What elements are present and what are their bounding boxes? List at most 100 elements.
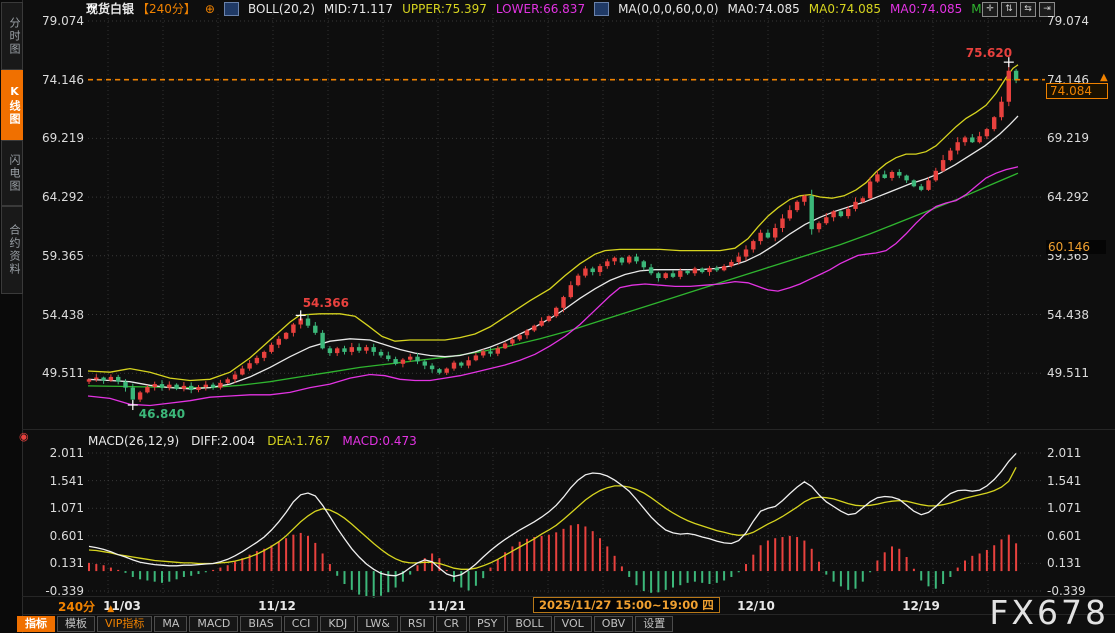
toolbar-button-模板[interactable]: 模板 bbox=[57, 616, 95, 632]
candle bbox=[612, 258, 616, 262]
window-tool-icons: ✛ ⇅ ⇆ ⇥ bbox=[982, 2, 1055, 17]
candle bbox=[1007, 71, 1011, 102]
x-axis-date-label: 12/19 bbox=[902, 599, 940, 613]
chart-app: 分时图 K线图 闪电图 合约资料 现货白银 【240分】 ⊕ BOLL(20,2… bbox=[0, 0, 1115, 633]
macd-pane-icon[interactable]: ◉ bbox=[19, 430, 29, 443]
candle bbox=[897, 172, 901, 176]
left-sidebar: 分时图 K线图 闪电图 合约资料 bbox=[0, 0, 23, 633]
candle bbox=[423, 361, 427, 365]
candle bbox=[196, 387, 200, 390]
ma-value-1: MA0:74.085 bbox=[728, 2, 800, 16]
candle bbox=[678, 271, 682, 277]
toolbar-button-设置[interactable]: 设置 bbox=[635, 616, 673, 632]
macd-histogram-layer bbox=[89, 524, 1016, 597]
x-axis-date-label: 12/10 bbox=[737, 599, 775, 613]
candle bbox=[890, 172, 894, 178]
candle bbox=[503, 344, 507, 349]
toolbar-button-VOL[interactable]: VOL bbox=[554, 616, 592, 632]
candle bbox=[189, 386, 193, 390]
toolbar-button-MACD[interactable]: MACD bbox=[189, 616, 238, 632]
toolbar-button-RSI[interactable]: RSI bbox=[400, 616, 434, 632]
toolbar-button-LW&[interactable]: LW& bbox=[357, 616, 398, 632]
toolbar-button-CCI[interactable]: CCI bbox=[284, 616, 319, 632]
candle bbox=[853, 202, 857, 209]
macd-y-label-right: 1.071 bbox=[1047, 501, 1097, 515]
candle bbox=[350, 347, 354, 352]
candle bbox=[926, 180, 930, 190]
candle bbox=[824, 217, 828, 223]
candle bbox=[576, 276, 580, 286]
candle bbox=[299, 319, 303, 325]
current-price-label: 74.084 bbox=[1046, 83, 1108, 99]
candle bbox=[831, 211, 835, 217]
crosshair-icon[interactable]: ✛ bbox=[982, 2, 998, 17]
boll-label: BOLL(20,2) bbox=[248, 2, 315, 16]
toolbar-button-CR[interactable]: CR bbox=[436, 616, 467, 632]
candle bbox=[138, 392, 142, 399]
boll-upper-value: UPPER:75.397 bbox=[402, 2, 487, 16]
boll-lower-value: LOWER:66.837 bbox=[496, 2, 585, 16]
candle bbox=[561, 297, 565, 308]
candle bbox=[883, 174, 887, 178]
candle bbox=[977, 136, 981, 142]
candle bbox=[547, 316, 551, 321]
candle bbox=[671, 273, 675, 277]
candle bbox=[386, 355, 390, 359]
candle bbox=[123, 382, 127, 388]
price-annotation: 46.840 bbox=[139, 407, 185, 421]
sidebar-tab-time-chart[interactable]: 分时图 bbox=[1, 2, 23, 70]
scale-horizontal-icon[interactable]: ⇆ bbox=[1020, 2, 1036, 17]
candle bbox=[131, 388, 135, 400]
candle bbox=[218, 383, 222, 388]
candle bbox=[846, 209, 850, 216]
candle bbox=[737, 257, 741, 262]
ma-value-2: MA0:74.085 bbox=[809, 2, 881, 16]
candle bbox=[211, 385, 215, 388]
sidebar-tab-contract-info[interactable]: 合约资料 bbox=[1, 206, 23, 294]
toolbar-button-MA[interactable]: MA bbox=[154, 616, 187, 632]
indicator-line bbox=[88, 65, 1018, 381]
x-axis-date-label: 11/21 bbox=[428, 599, 466, 613]
candle bbox=[664, 273, 668, 278]
fx678-watermark: FX678 bbox=[989, 593, 1109, 632]
toolbar-button-PSY[interactable]: PSY bbox=[469, 616, 505, 632]
toolbar-button-KDJ[interactable]: KDJ bbox=[320, 616, 355, 632]
candle bbox=[459, 363, 463, 366]
toolbar-button-指标[interactable]: 指标 bbox=[17, 616, 55, 632]
candle bbox=[174, 385, 178, 389]
candle bbox=[795, 202, 799, 210]
indicator-settings-icon[interactable]: ⊕ bbox=[205, 2, 215, 16]
candle bbox=[649, 267, 653, 273]
chart-canvas[interactable] bbox=[0, 0, 1115, 633]
main-y-label-right: 64.292 bbox=[1047, 190, 1097, 204]
candle bbox=[87, 379, 91, 381]
period-tag: 【240分】 bbox=[137, 0, 196, 17]
candle bbox=[722, 266, 726, 270]
toolbar-button-VIP指标[interactable]: VIP指标 bbox=[97, 616, 152, 632]
candle bbox=[985, 129, 989, 136]
candle bbox=[226, 379, 230, 383]
boll-mid-value: MID:71.117 bbox=[324, 2, 393, 16]
candle bbox=[912, 180, 916, 186]
toolbar-button-BOLL[interactable]: BOLL bbox=[507, 616, 551, 632]
candle bbox=[109, 377, 113, 381]
period-selector-label: 240分 bbox=[58, 600, 95, 614]
candle bbox=[510, 339, 514, 343]
candle bbox=[335, 348, 339, 353]
toolbar-button-BIAS[interactable]: BIAS bbox=[240, 616, 281, 632]
candle bbox=[328, 348, 332, 353]
toolbar-button-OBV[interactable]: OBV bbox=[594, 616, 633, 632]
candle bbox=[539, 321, 543, 326]
period-selector[interactable]: 240分 ▲ bbox=[58, 598, 114, 615]
boll-indicator-icon[interactable] bbox=[224, 2, 239, 16]
candle bbox=[269, 345, 273, 352]
candle bbox=[766, 233, 770, 238]
sidebar-tab-kline-chart[interactable]: K线图 bbox=[1, 70, 23, 140]
candle bbox=[569, 285, 573, 297]
instrument-title: 现货白银 bbox=[86, 0, 134, 17]
candle bbox=[999, 102, 1003, 117]
ma-indicator-icon[interactable] bbox=[594, 2, 609, 16]
sidebar-tab-flash-chart[interactable]: 闪电图 bbox=[1, 140, 23, 206]
candle bbox=[598, 266, 602, 272]
scale-vertical-icon[interactable]: ⇅ bbox=[1001, 2, 1017, 17]
